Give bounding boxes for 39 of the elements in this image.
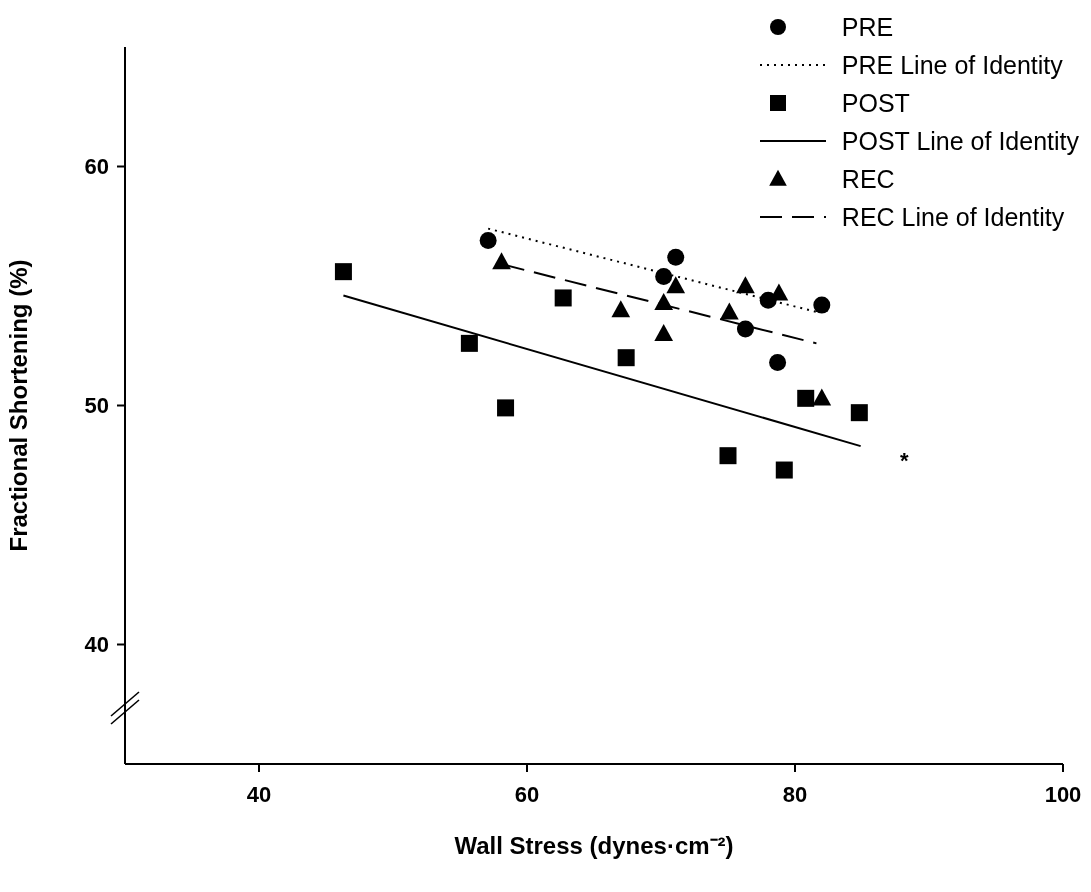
- x-tick-label: 100: [1044, 781, 1082, 807]
- point: [654, 292, 674, 310]
- x-axis-title: Wall Stress (dynes·cm⁻²): [454, 832, 734, 859]
- point: [554, 289, 572, 307]
- annotation: *: [900, 448, 909, 474]
- point: [655, 267, 673, 285]
- legend-label: REC: [841, 164, 895, 194]
- point: [769, 353, 787, 371]
- y-tick-label: 60: [84, 154, 109, 180]
- legend-label: POST: [841, 88, 910, 118]
- y-axis-title: Fractional Shortening (%): [4, 259, 32, 552]
- point: [719, 447, 737, 465]
- legend-label: POST Line of Identity: [841, 126, 1079, 156]
- point: [334, 263, 352, 281]
- point: [667, 248, 685, 266]
- point: [813, 296, 831, 314]
- point: [850, 404, 868, 422]
- point: [666, 276, 686, 294]
- point: [460, 334, 478, 352]
- legend-label: PRE: [841, 12, 894, 42]
- point: [736, 276, 755, 294]
- y-tick-label: 50: [84, 393, 109, 419]
- point: [775, 461, 793, 479]
- point: [719, 302, 739, 320]
- point: [617, 349, 635, 367]
- point: [797, 389, 815, 407]
- point: [736, 320, 754, 338]
- point: [492, 252, 511, 270]
- point: [497, 399, 515, 417]
- legend-label: PRE Line of Identity: [841, 50, 1063, 80]
- point: [654, 324, 674, 342]
- point: [479, 232, 497, 250]
- y-tick-label: 40: [84, 632, 109, 658]
- x-tick-label: 60: [514, 781, 540, 807]
- x-tick-label: 40: [246, 781, 272, 807]
- legend-label: REC Line of Identity: [841, 202, 1065, 232]
- point: [812, 388, 832, 406]
- x-tick-label: 80: [782, 781, 808, 807]
- point: [611, 300, 631, 318]
